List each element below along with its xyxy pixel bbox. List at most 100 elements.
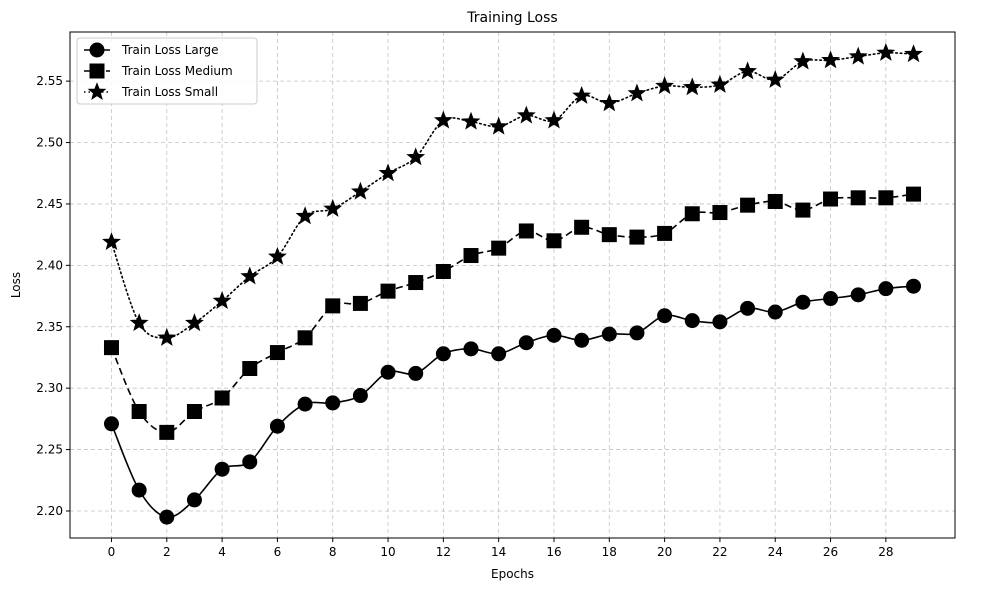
- x-tick-label: 4: [218, 545, 226, 559]
- data-point: [323, 198, 343, 217]
- data-point: [408, 275, 424, 291]
- series-train-loss-medium: [103, 186, 922, 440]
- data-point: [435, 263, 451, 279]
- series-train-loss-small: [102, 42, 923, 346]
- legend-marker: [89, 63, 105, 79]
- data-point: [546, 233, 562, 249]
- data-point: [878, 281, 894, 297]
- y-axis-label: Loss: [9, 272, 23, 298]
- data-point: [767, 193, 783, 209]
- data-point: [657, 225, 673, 241]
- data-point: [269, 418, 285, 434]
- data-point: [491, 346, 507, 362]
- x-tick-label: 0: [108, 545, 116, 559]
- data-point: [516, 105, 536, 124]
- data-point: [378, 163, 398, 182]
- y-tick-label: 2.45: [36, 197, 63, 211]
- data-point: [629, 325, 645, 341]
- data-point: [712, 314, 728, 330]
- data-point: [435, 346, 451, 362]
- data-point: [518, 335, 534, 351]
- plot-frame: [69, 31, 956, 539]
- data-point: [906, 186, 922, 202]
- data-point: [712, 205, 728, 221]
- data-point: [518, 223, 534, 239]
- data-point: [684, 206, 700, 222]
- legend-entry: Train Loss Small: [84, 82, 218, 101]
- data-point: [850, 287, 866, 303]
- data-point: [297, 330, 313, 346]
- data-point: [823, 291, 839, 307]
- data-point: [710, 74, 730, 93]
- data-point: [574, 219, 590, 235]
- x-tick-label: 10: [380, 545, 395, 559]
- data-point: [212, 291, 232, 309]
- x-tick-label: 20: [657, 545, 672, 559]
- data-point: [159, 509, 175, 525]
- legend-marker: [89, 42, 105, 58]
- data-point: [159, 424, 175, 440]
- data-point: [325, 395, 341, 411]
- data-point: [433, 110, 453, 129]
- x-tick-label: 16: [546, 545, 561, 559]
- data-point: [544, 110, 564, 129]
- data-point: [267, 246, 287, 265]
- data-point: [406, 147, 426, 166]
- data-point: [103, 416, 119, 432]
- data-point: [767, 304, 783, 320]
- x-tick-label: 12: [436, 545, 451, 559]
- data-point: [214, 461, 230, 477]
- x-axis-label: Epochs: [491, 567, 534, 581]
- data-point: [684, 313, 700, 329]
- data-point: [793, 51, 813, 70]
- data-point: [574, 332, 590, 348]
- data-point: [350, 181, 370, 200]
- legend-box: [76, 37, 258, 105]
- data-point: [461, 111, 481, 130]
- data-point: [242, 454, 258, 470]
- data-point: [740, 300, 756, 316]
- data-point: [491, 240, 507, 256]
- legend-label: Train Loss Large: [121, 43, 219, 57]
- data-point: [297, 396, 313, 412]
- legend-entry: Train Loss Medium: [84, 63, 233, 79]
- data-point: [352, 388, 368, 404]
- data-point: [129, 313, 149, 332]
- series-layer: [102, 42, 923, 525]
- x-tick-label: 18: [602, 545, 617, 559]
- data-point: [738, 61, 758, 80]
- series-train-loss-large: [103, 278, 922, 525]
- data-point: [185, 313, 204, 332]
- data-point: [186, 492, 202, 508]
- data-point: [214, 390, 230, 406]
- data-point: [380, 364, 396, 380]
- data-point: [655, 76, 675, 95]
- data-point: [186, 404, 202, 419]
- legend-label: Train Loss Small: [121, 85, 218, 99]
- data-point: [295, 206, 315, 225]
- y-tick-label: 2.40: [36, 258, 63, 272]
- data-point: [102, 232, 121, 251]
- data-point: [601, 326, 617, 342]
- x-tick-label: 22: [712, 545, 727, 559]
- legend-entry: Train Loss Large: [84, 42, 219, 58]
- data-point: [131, 482, 147, 498]
- data-point: [131, 404, 147, 419]
- x-tick-label: 24: [768, 545, 783, 559]
- data-point: [876, 42, 896, 61]
- data-point: [572, 85, 592, 104]
- legend-label: Train Loss Medium: [121, 64, 233, 78]
- x-tick-label: 26: [823, 545, 838, 559]
- data-point: [795, 202, 811, 218]
- y-tick-label: 2.25: [36, 443, 63, 457]
- data-point: [408, 365, 424, 381]
- y-tick-label: 2.35: [36, 320, 63, 334]
- chart-title: Training Loss: [466, 10, 557, 26]
- x-tick-label: 6: [274, 545, 282, 559]
- data-point: [463, 248, 479, 264]
- data-point: [352, 295, 368, 311]
- legend: Train Loss Large Train Loss Medium Train L…: [76, 37, 258, 105]
- y-tick-label: 2.20: [36, 504, 63, 518]
- ticks: 0 2 4 6 8 10 12 14 16 18 20 22 24 26 282.202.252.302.3…: [36, 74, 893, 559]
